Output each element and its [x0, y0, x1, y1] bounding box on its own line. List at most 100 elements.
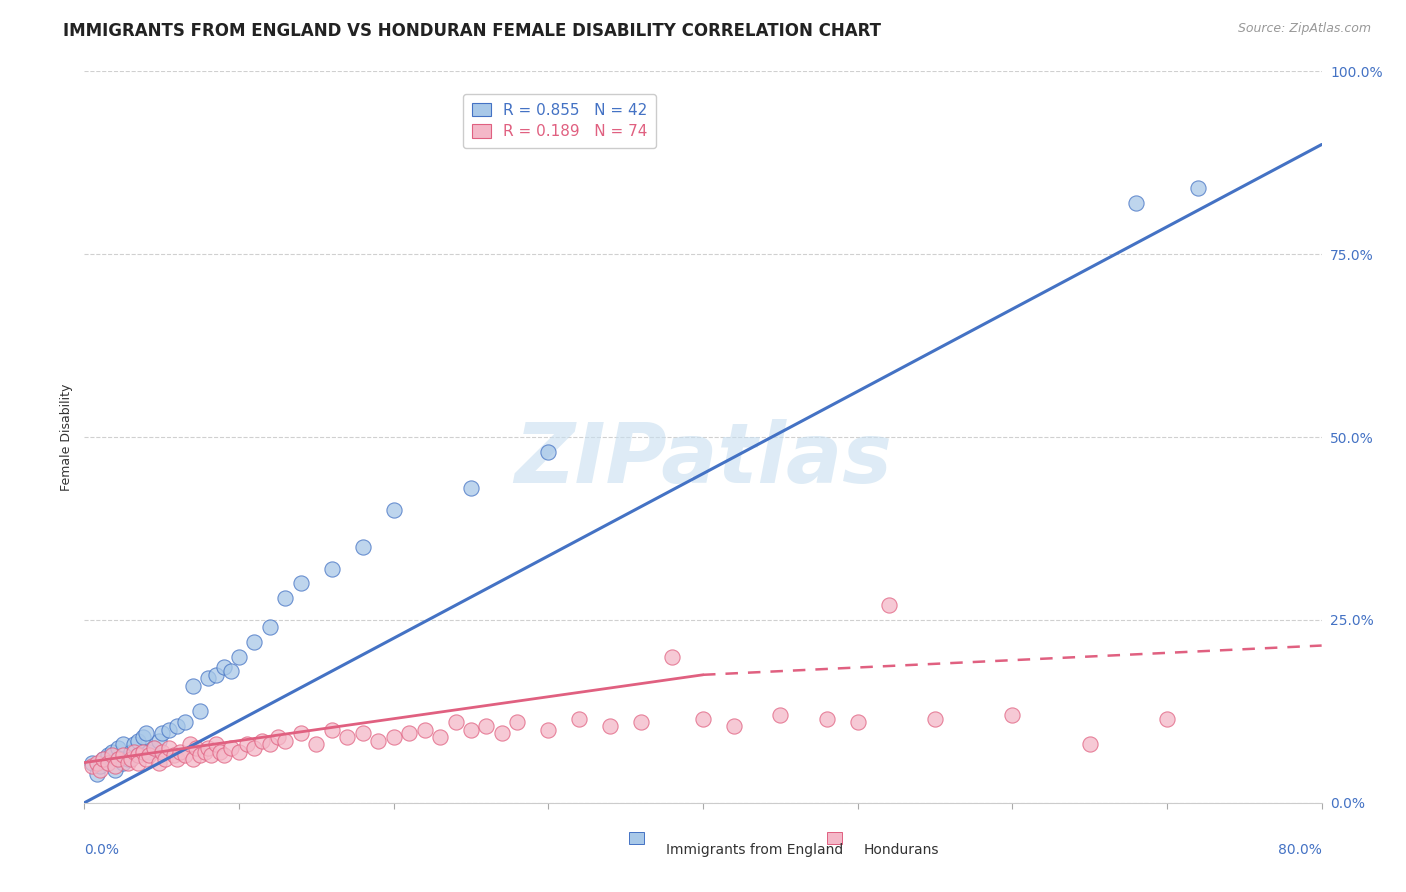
Point: [86, 766, 108, 780]
Point: [150, 745, 173, 759]
Point: [197, 740, 219, 755]
Point: [82, 759, 104, 773]
Point: [91, 752, 114, 766]
Point: [367, 733, 389, 747]
Point: [150, 726, 173, 740]
Point: [1001, 708, 1024, 723]
Point: [138, 745, 160, 759]
Point: [122, 737, 145, 751]
Point: [89, 763, 111, 777]
Point: [336, 730, 359, 744]
Point: [174, 715, 197, 730]
Point: [274, 591, 297, 605]
Point: [723, 719, 745, 733]
Point: [107, 740, 129, 755]
Point: [117, 752, 139, 766]
Point: [132, 745, 155, 759]
Point: [127, 756, 149, 770]
Point: [352, 540, 374, 554]
Point: [86, 756, 108, 770]
Point: [135, 726, 157, 740]
Point: [630, 715, 652, 730]
Point: [181, 679, 204, 693]
Point: [212, 748, 235, 763]
Point: [120, 745, 142, 759]
Point: [692, 712, 714, 726]
Point: [1187, 181, 1209, 195]
Point: [120, 752, 142, 766]
Point: [321, 562, 343, 576]
Point: [89, 759, 111, 773]
Point: [148, 733, 170, 747]
Point: [101, 748, 124, 763]
Point: [194, 745, 217, 759]
Point: [104, 759, 127, 773]
Point: [143, 740, 166, 755]
Point: [181, 752, 204, 766]
Bar: [827, 832, 842, 845]
Point: [846, 715, 869, 730]
Point: [179, 737, 201, 751]
Point: [267, 730, 290, 744]
Point: [290, 726, 312, 740]
Y-axis label: Female Disability: Female Disability: [59, 384, 73, 491]
Point: [352, 726, 374, 740]
Point: [122, 745, 145, 759]
Point: [138, 748, 160, 763]
Point: [1156, 712, 1178, 726]
Point: [382, 730, 405, 744]
Point: [382, 503, 405, 517]
Point: [101, 745, 124, 759]
Point: [475, 719, 498, 733]
Point: [506, 715, 529, 730]
Point: [205, 737, 228, 751]
Point: [769, 708, 792, 723]
Point: [200, 748, 222, 763]
Point: [135, 752, 157, 766]
Point: [250, 733, 273, 747]
Point: [184, 740, 207, 755]
Point: [537, 444, 560, 458]
Point: [235, 737, 259, 751]
Point: [429, 730, 451, 744]
Point: [197, 672, 219, 686]
Point: [166, 752, 188, 766]
Text: 80.0%: 80.0%: [1278, 843, 1322, 857]
Point: [91, 752, 114, 766]
Point: [96, 756, 118, 770]
Point: [132, 730, 155, 744]
Point: [460, 723, 482, 737]
Point: [460, 481, 482, 495]
Point: [159, 740, 180, 755]
Text: Immigrants from England: Immigrants from England: [666, 843, 844, 857]
Point: [398, 726, 420, 740]
Point: [243, 740, 266, 755]
Point: [127, 748, 149, 763]
Point: [104, 763, 127, 777]
Point: [219, 740, 242, 755]
Point: [112, 756, 135, 770]
Point: [259, 737, 281, 751]
Point: [112, 737, 135, 751]
Point: [148, 756, 170, 770]
Point: [209, 745, 232, 759]
Point: [228, 649, 250, 664]
Point: [290, 576, 312, 591]
Point: [112, 748, 135, 763]
Point: [143, 740, 166, 755]
Point: [924, 712, 946, 726]
Legend: R = 0.855   N = 42, R = 0.189   N = 74: R = 0.855 N = 42, R = 0.189 N = 74: [463, 94, 657, 148]
Point: [188, 748, 211, 763]
Point: [96, 748, 118, 763]
Point: [219, 664, 242, 678]
Text: 0.0%: 0.0%: [84, 843, 120, 857]
Point: [159, 723, 180, 737]
Point: [107, 752, 129, 766]
Point: [1125, 196, 1147, 211]
Point: [259, 620, 281, 634]
Point: [127, 733, 149, 747]
Bar: [628, 832, 644, 845]
Point: [537, 723, 560, 737]
Point: [228, 745, 250, 759]
Point: [166, 719, 188, 733]
